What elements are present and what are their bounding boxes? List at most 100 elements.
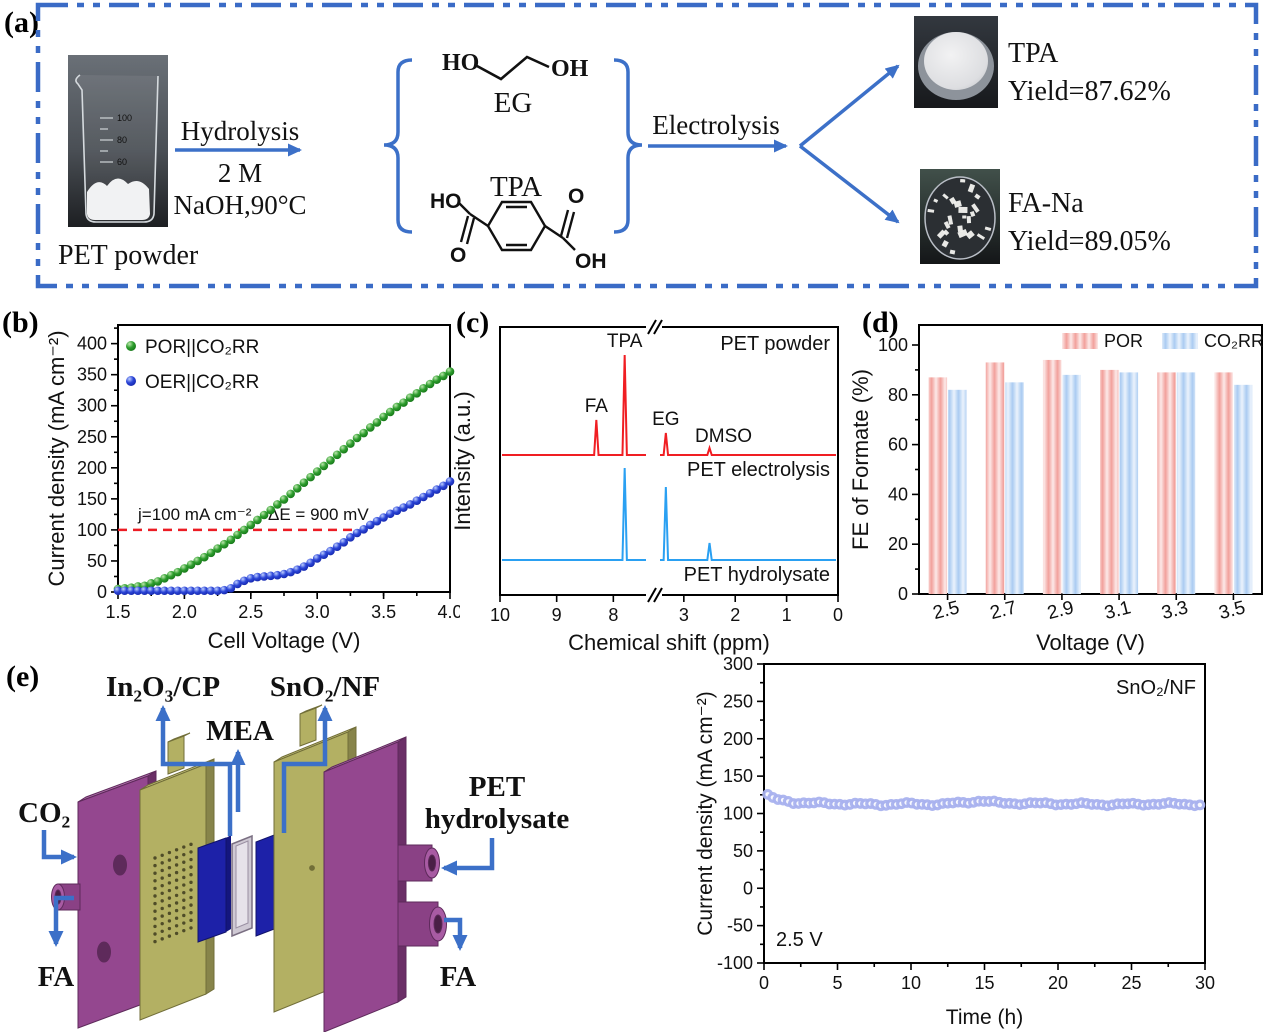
serpentine-dot	[153, 856, 157, 860]
svg-text:-50: -50	[727, 916, 753, 936]
bar-co2rr	[1233, 384, 1253, 594]
flake	[949, 249, 956, 255]
flake	[933, 198, 939, 203]
bar-por	[928, 377, 948, 594]
serpentine-dot	[182, 845, 186, 849]
svg-text:9: 9	[552, 605, 562, 625]
x-axis-title: Time (h)	[946, 1006, 1023, 1029]
cathode-label: In₂O₃/CP	[106, 671, 220, 703]
axis-box	[763, 663, 1206, 964]
leader-arrows	[41, 705, 495, 951]
flake	[962, 215, 967, 219]
serpentine-dot	[182, 868, 186, 872]
serpentine-dot	[174, 886, 179, 890]
serpentine-dot	[153, 863, 157, 868]
flake	[976, 233, 986, 241]
y-axis-title: Current density (mA cm⁻²)	[44, 330, 69, 586]
serpentine-dot	[160, 899, 164, 903]
bar-co2rr	[1005, 382, 1024, 594]
fana-product-yield: Yield=89.05%	[1008, 226, 1171, 257]
tick-labels: 10 9 8 3 2 1 0	[490, 605, 843, 625]
peak-label-tpa: TPA	[607, 331, 643, 352]
x-tick-label: 3.1	[1102, 597, 1133, 624]
flake	[965, 230, 975, 240]
anode-label: SnO₂/NF	[270, 671, 380, 703]
tpa-label: TPA	[490, 171, 542, 203]
svg-text:15: 15	[974, 973, 994, 993]
axis-ticks	[912, 344, 1235, 600]
panel-d-chart: 0 20 40 60 80 100 2.5 2.7 2.9 3.1 3.3 3.5 Voltage (V…	[850, 324, 1264, 655]
svg-text:400: 400	[77, 334, 107, 354]
tpa-o-atom-2: O	[568, 185, 584, 208]
svg-text:4.0: 4.0	[437, 602, 460, 622]
flake	[984, 226, 992, 232]
pet-inlet-arrow	[441, 838, 495, 876]
serpentine-dot	[174, 931, 179, 936]
bracket-right	[613, 58, 643, 234]
serpentine-dot	[182, 890, 186, 895]
ref-line-label: j=100 mA cm⁻²	[137, 505, 252, 524]
pet-hydrolysate-label-1: PET	[469, 771, 525, 803]
svg-text:0: 0	[833, 605, 843, 625]
flake	[974, 193, 981, 200]
mea-membrane	[231, 834, 253, 938]
trace-label-pet-powder: PET powder	[720, 333, 830, 355]
svg-text:100: 100	[723, 804, 753, 824]
bar-por	[985, 362, 1005, 594]
serpentine-dot	[182, 875, 186, 880]
nmr-trace-hydrolysate	[502, 467, 836, 561]
tpa-product-yield: Yield=87.62%	[1008, 76, 1171, 107]
serpentine-dot	[160, 868, 164, 873]
serpentine-dot	[167, 866, 172, 870]
svg-text:50: 50	[733, 841, 753, 861]
trace-label-pet-hydrolysate: PET hydrolysate	[684, 564, 830, 586]
axis-break-marks	[647, 319, 663, 603]
serpentine-dot	[167, 896, 172, 900]
gasket-left	[197, 835, 231, 943]
bar-co2rr	[948, 389, 967, 594]
serpentine-dot	[153, 901, 157, 906]
series-por	[113, 367, 455, 594]
svg-text:80: 80	[117, 135, 127, 145]
svg-text:0: 0	[898, 584, 908, 604]
legend-label: POR||CO₂RR	[145, 337, 259, 358]
axis-box	[918, 324, 1263, 595]
svg-text:20: 20	[1048, 973, 1068, 993]
trace-label-pet-electrolysis: PET electrolysis	[687, 459, 830, 481]
panel-e-schematic: In₂O₃/CP MEA SnO₂/NF CO₂ FA PET hydrolys…	[18, 671, 570, 1032]
serpentine-dot	[153, 924, 157, 929]
flake	[971, 203, 980, 213]
serpentine-dot	[160, 929, 164, 933]
svg-text:50: 50	[87, 551, 107, 571]
x-axis-title: Chemical shift (ppm)	[568, 630, 770, 655]
x-tick-label: 2.9	[1045, 597, 1076, 624]
serpentine-dot	[153, 917, 157, 921]
pet-powder-photo: 100 80 60	[68, 55, 168, 227]
peak-label-dmso: DMSO	[695, 426, 752, 447]
svg-text:350: 350	[77, 365, 107, 385]
svg-text:30: 30	[1195, 973, 1215, 993]
serpentine-dot	[189, 911, 193, 915]
svg-text:100: 100	[117, 113, 132, 123]
serpentine-dot	[174, 924, 179, 928]
bar-co2rr	[1062, 374, 1081, 594]
serpentine-dot	[160, 914, 164, 918]
serpentine-dot	[174, 855, 179, 860]
serpentine-dot	[189, 888, 193, 892]
serpentine-dot	[189, 857, 193, 862]
serpentine-dot	[160, 891, 164, 895]
pet-hydrolysate-label-2: hydrolysate	[425, 803, 570, 835]
delta-e-label: ΔE = 900 mV	[268, 505, 369, 524]
tpa-molecule	[457, 200, 576, 252]
tpa-atoms: HO O O OH	[430, 185, 607, 273]
bar-co2rr	[1119, 372, 1139, 594]
serpentine-dot	[160, 906, 164, 911]
flake	[927, 208, 935, 213]
panel-e-letter: (e)	[6, 660, 40, 693]
serpentine-dot	[153, 939, 157, 944]
svg-text:100: 100	[77, 520, 107, 540]
tpa-product-photo	[914, 16, 998, 108]
svg-text:5: 5	[832, 973, 842, 993]
legend: POR CO₂RR	[1062, 331, 1264, 351]
serpentine-dot	[160, 937, 164, 941]
